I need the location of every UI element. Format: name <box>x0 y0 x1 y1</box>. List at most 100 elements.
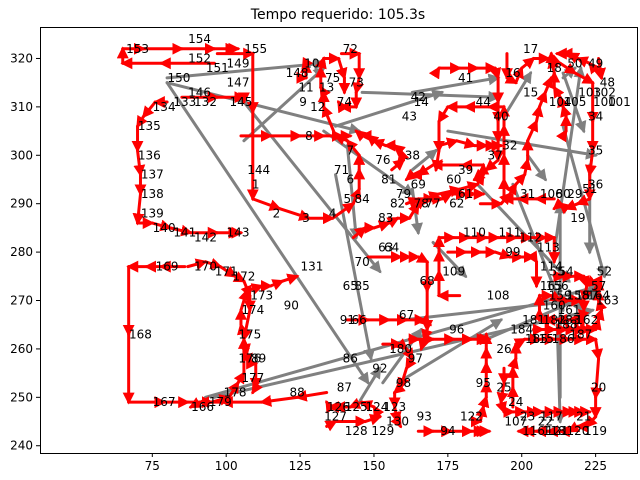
node-label: 77 <box>425 197 440 211</box>
node-label: 23 <box>520 410 535 424</box>
route-segment-1-2 <box>352 76 365 95</box>
y-tick-label: 320 <box>10 51 33 65</box>
node-label: 41 <box>458 71 473 85</box>
node-label: 70 <box>355 255 370 269</box>
route-segment-15-4 <box>371 138 388 150</box>
y-tick-label: 300 <box>10 148 33 162</box>
node-label: 144 <box>247 163 270 177</box>
node-label: 171 <box>215 264 238 278</box>
route-segment-6-9 <box>227 380 240 399</box>
node-label: 97 <box>408 352 423 366</box>
node-label: 163 <box>596 294 619 308</box>
route-segment-13-3 <box>415 251 430 264</box>
node-label: 62 <box>449 197 464 211</box>
node-label: 7 <box>347 143 355 157</box>
y-tick-label: 280 <box>10 245 33 259</box>
route-segment-24-4 <box>489 66 502 81</box>
route-segment-19-2 <box>477 395 490 409</box>
node-label: 38 <box>405 148 420 162</box>
node-label: 73 <box>349 76 364 90</box>
route-segment-22-1 <box>504 72 518 85</box>
node-label: 80 <box>555 187 570 201</box>
node-label: 172 <box>232 269 255 283</box>
node-label: 147 <box>227 76 250 90</box>
node-label: 109 <box>442 264 465 278</box>
route-segment-8-1 <box>259 394 299 407</box>
node-label: 95 <box>476 376 491 390</box>
route-segment-1-5 <box>337 99 349 114</box>
node-label: 79 <box>396 187 411 201</box>
node-label: 72 <box>343 42 358 56</box>
node-label: 55 <box>550 264 565 278</box>
y-tick-label: 270 <box>10 294 33 308</box>
node-label: 36 <box>588 177 603 191</box>
node-label: 83 <box>378 211 393 225</box>
node-label: 133 <box>173 95 196 109</box>
route-segment-29-4 <box>579 284 592 303</box>
node-label: 16 <box>505 66 520 80</box>
node-label: 9 <box>299 95 307 109</box>
route-segment-7-2 <box>218 265 238 278</box>
node-label: 14 <box>414 95 429 109</box>
route-segment-3-2 <box>301 56 314 71</box>
x-axis: 75 100 125 150 175 200 225 <box>145 453 607 473</box>
route-segment-28-4 <box>513 337 527 350</box>
chart-title: Tempo requerido: 105.3s <box>250 7 425 23</box>
node-label: 11 <box>298 81 313 95</box>
node-label: 90 <box>284 298 299 312</box>
route-segment-19-1 <box>475 404 488 424</box>
node-label: 21 <box>576 410 591 424</box>
node-label: 20 <box>591 381 606 395</box>
node-label: 124 <box>365 400 388 414</box>
node-label: 181 <box>522 313 545 327</box>
route-segment-14-16 <box>404 168 418 182</box>
route-segment-28-11 <box>590 357 603 400</box>
node-label: 6 <box>347 172 355 186</box>
node-label: 162 <box>575 313 598 327</box>
node-label: 110 <box>463 226 486 240</box>
node-label: 85 <box>355 279 370 293</box>
route-segment-11-8 <box>390 415 403 429</box>
route-segment-7-7 <box>239 337 251 357</box>
route-segment-5-6 <box>132 192 145 226</box>
node-label: 188 <box>555 318 578 332</box>
route-segment-0-4 <box>277 207 312 221</box>
route-segment-14-2 <box>372 220 392 232</box>
y-tick-label: 290 <box>10 197 33 211</box>
route-segment-8-0 <box>294 389 329 402</box>
node-label: 111 <box>498 226 521 240</box>
x-tick-label: 200 <box>510 459 533 473</box>
node-label: 102 <box>593 85 616 99</box>
node-label: 159 <box>549 289 572 303</box>
node-label: 160 <box>543 298 566 312</box>
node-label: 156 <box>546 279 569 293</box>
route-segment-31-4 <box>552 85 565 99</box>
route-segment-28-10 <box>591 337 604 361</box>
node-label: 26 <box>496 342 511 356</box>
node-label: 137 <box>141 168 164 182</box>
node-label: 123 <box>383 400 406 414</box>
route-segment-0-6 <box>331 202 356 220</box>
route-segment-0-3 <box>251 197 282 211</box>
node-label: 57 <box>591 279 606 293</box>
node-label: 69 <box>411 177 426 191</box>
node-label: 128 <box>345 424 368 438</box>
route-segment-22-6 <box>558 61 577 75</box>
x-tick-label: 175 <box>436 459 459 473</box>
node-label: 187 <box>569 327 592 341</box>
node-label: 118 <box>543 424 566 438</box>
route-segment-30-8 <box>592 307 605 322</box>
node-label: 177 <box>241 371 264 385</box>
node-label: 94 <box>440 424 455 438</box>
node-label: 50 <box>567 56 582 70</box>
node-label: 113 <box>537 240 560 254</box>
node-label: 146 <box>188 85 211 99</box>
route-segment-23-10 <box>437 105 450 124</box>
route-segment-8-4 <box>188 397 203 409</box>
node-label: 2 <box>273 206 281 220</box>
route-segment-24-9 <box>484 158 500 172</box>
jump-segment-17 <box>511 182 566 313</box>
x-tick-label: 150 <box>363 459 386 473</box>
node-label: 119 <box>584 424 607 438</box>
node-label: 108 <box>487 289 510 303</box>
